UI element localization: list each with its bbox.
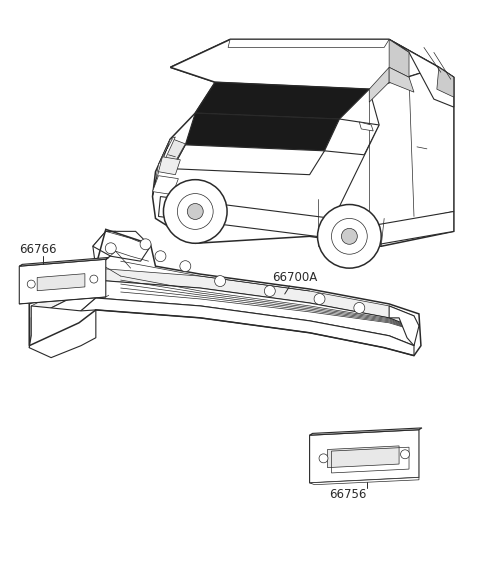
Polygon shape <box>81 231 116 281</box>
Polygon shape <box>158 139 185 169</box>
Text: 66756: 66756 <box>329 488 367 501</box>
Circle shape <box>27 280 35 288</box>
Polygon shape <box>158 157 180 175</box>
Circle shape <box>314 294 325 305</box>
Circle shape <box>178 193 213 229</box>
Polygon shape <box>172 145 324 175</box>
Polygon shape <box>339 67 454 226</box>
Circle shape <box>155 251 166 262</box>
Polygon shape <box>31 268 414 328</box>
Polygon shape <box>29 298 414 356</box>
Circle shape <box>319 454 328 463</box>
Text: 66766: 66766 <box>19 243 57 256</box>
Polygon shape <box>160 139 185 167</box>
Polygon shape <box>19 259 106 304</box>
Circle shape <box>318 205 381 268</box>
Polygon shape <box>19 257 109 266</box>
Polygon shape <box>195 82 369 119</box>
Polygon shape <box>389 306 419 346</box>
Polygon shape <box>158 196 454 244</box>
Circle shape <box>215 275 226 287</box>
Circle shape <box>140 239 151 250</box>
Circle shape <box>90 275 98 283</box>
Polygon shape <box>310 430 419 483</box>
Polygon shape <box>310 428 422 435</box>
Polygon shape <box>437 67 454 97</box>
Polygon shape <box>29 306 96 357</box>
Circle shape <box>264 285 276 297</box>
Circle shape <box>332 219 367 254</box>
Polygon shape <box>369 67 389 102</box>
Polygon shape <box>170 39 439 89</box>
Circle shape <box>164 180 227 243</box>
Polygon shape <box>153 176 179 195</box>
Circle shape <box>180 261 191 272</box>
Polygon shape <box>93 231 151 261</box>
Polygon shape <box>327 446 399 468</box>
Circle shape <box>105 243 116 254</box>
Polygon shape <box>185 113 339 151</box>
Polygon shape <box>324 119 379 155</box>
Polygon shape <box>310 478 419 485</box>
Polygon shape <box>228 39 389 47</box>
Circle shape <box>341 229 357 244</box>
Polygon shape <box>158 137 175 165</box>
Polygon shape <box>389 67 414 92</box>
Circle shape <box>187 203 203 219</box>
Polygon shape <box>389 39 454 107</box>
Circle shape <box>354 302 365 314</box>
Polygon shape <box>153 139 172 196</box>
Polygon shape <box>31 280 414 346</box>
Circle shape <box>401 450 409 459</box>
Polygon shape <box>389 39 409 77</box>
Polygon shape <box>37 274 85 291</box>
Text: 66700A: 66700A <box>272 271 317 284</box>
Polygon shape <box>360 122 373 131</box>
